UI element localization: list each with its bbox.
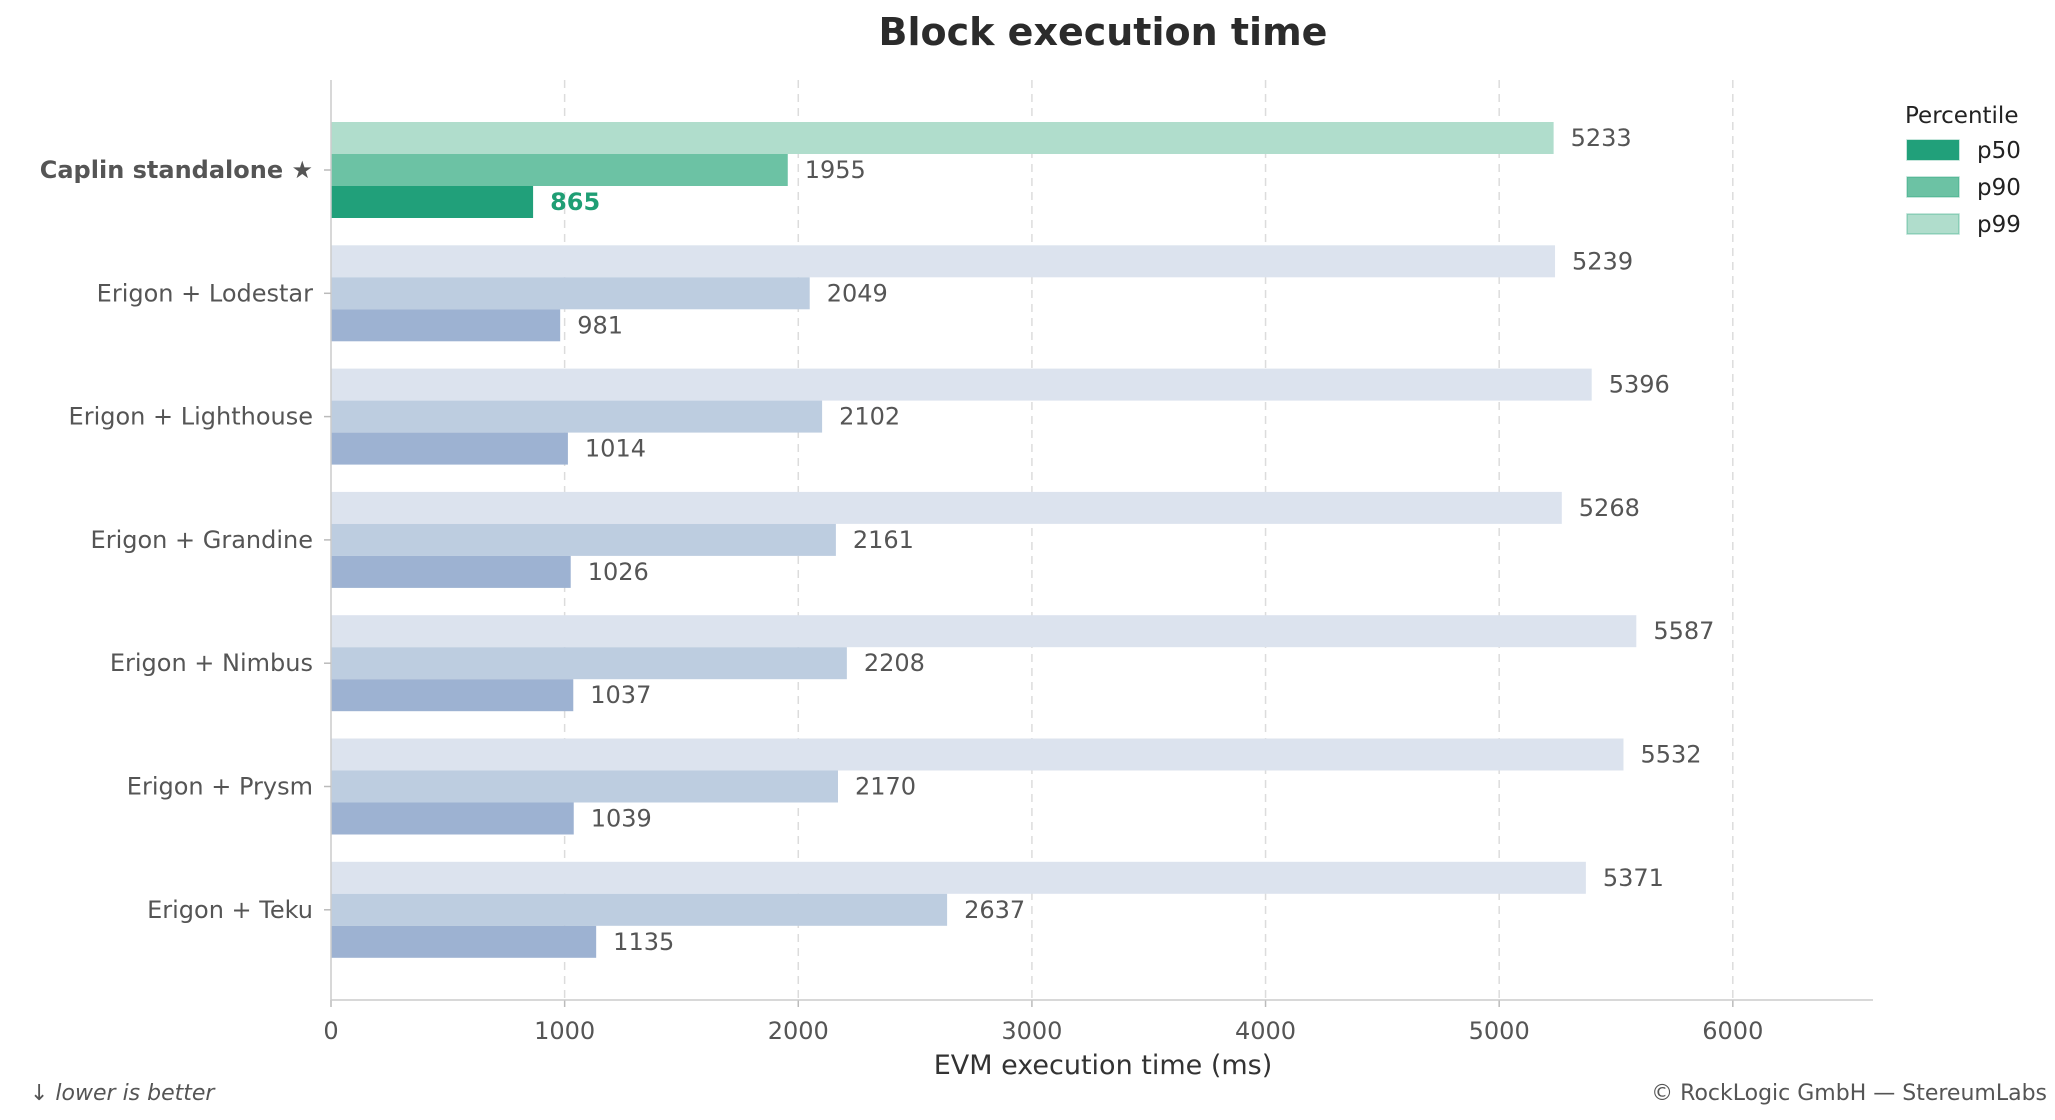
legend-swatch-p50	[1906, 139, 1960, 161]
bar-p50	[331, 309, 561, 342]
value-label: 5239	[1572, 247, 1633, 275]
category-label: Erigon + Nimbus	[110, 649, 313, 677]
value-label: 1026	[588, 558, 649, 586]
value-label: 5268	[1579, 494, 1640, 522]
category-label: Erigon + Prysm	[127, 773, 313, 801]
value-label: 5233	[1571, 124, 1632, 152]
bar-p99	[331, 368, 1592, 401]
value-label: 2102	[839, 403, 900, 431]
bar-p90	[331, 770, 838, 803]
legend-swatch-p99	[1906, 213, 1960, 235]
bar-p90	[331, 893, 948, 926]
bar-p99	[331, 245, 1556, 278]
value-label: 2049	[827, 279, 888, 307]
bar-p99	[331, 615, 1637, 648]
bar-p50	[331, 186, 534, 218]
bar-p90	[331, 523, 836, 556]
value-label: 1039	[591, 805, 652, 833]
bar-p90	[331, 154, 788, 186]
bar-p50	[331, 432, 568, 465]
bar-p99	[331, 738, 1624, 771]
value-label: 1014	[585, 435, 646, 463]
value-label: 5587	[1653, 617, 1714, 645]
bar-p90	[331, 400, 823, 433]
bar-p99	[331, 861, 1586, 894]
x-tick-label: 6000	[1702, 1017, 1763, 1045]
value-label: 1037	[590, 681, 651, 709]
x-tick-label: 0	[323, 1017, 338, 1045]
axes: 0 1000 2000 3000 4000 5000 6000 Caplin standalo…	[40, 80, 1873, 1045]
value-label: 981	[577, 311, 623, 339]
x-tick-label: 1000	[534, 1017, 595, 1045]
category-label: Erigon + Lodestar	[97, 279, 313, 307]
bar-p99	[331, 122, 1554, 154]
chart-title: Block execution time	[879, 10, 1328, 54]
legend-label: p50	[1977, 138, 2021, 164]
x-tick-label: 5000	[1469, 1017, 1530, 1045]
value-label: 2161	[853, 526, 914, 554]
legend-title: Percentile	[1905, 103, 2018, 129]
legend: Percentile p50 p90 p99	[1905, 103, 2021, 238]
value-label: 865	[550, 188, 600, 216]
bar-p50	[331, 802, 574, 835]
category-label: Erigon + Lighthouse	[69, 403, 313, 431]
bar-p99	[331, 491, 1562, 524]
value-label: 2208	[864, 649, 925, 677]
value-label: 2170	[855, 773, 916, 801]
copyright-note: © RockLogic GmbH — StereumLabs	[1651, 1081, 2047, 1106]
x-tick-label: 2000	[768, 1017, 829, 1045]
category-label: Erigon + Teku	[147, 896, 313, 924]
bar-p90	[331, 647, 847, 680]
category-label: Caplin standalone ★	[40, 156, 313, 184]
value-label: 1955	[805, 156, 866, 184]
legend-label: p90	[1977, 175, 2021, 201]
category-label: Erigon + Grandine	[91, 526, 313, 554]
value-label: 5371	[1603, 864, 1664, 892]
bars: 5233 1955 865 5239 2049 981 5396 2102 1014 5268 21…	[331, 122, 1714, 958]
bar-p50	[331, 555, 571, 588]
lower-is-better-note: ↓ lower is better	[30, 1081, 216, 1106]
legend-swatch-p90	[1906, 176, 1960, 198]
value-label: 5396	[1609, 371, 1670, 399]
bar-p50	[331, 679, 574, 712]
x-tick-label: 3000	[1001, 1017, 1062, 1045]
value-label: 5532	[1640, 741, 1701, 769]
value-label: 1135	[613, 928, 674, 956]
bar-p90	[331, 277, 810, 310]
legend-label: p99	[1977, 212, 2021, 238]
value-label: 2637	[964, 896, 1025, 924]
bar-p50	[331, 925, 597, 958]
x-tick-label: 4000	[1235, 1017, 1296, 1045]
x-axis-title: EVM execution time (ms)	[934, 1050, 1273, 1081]
